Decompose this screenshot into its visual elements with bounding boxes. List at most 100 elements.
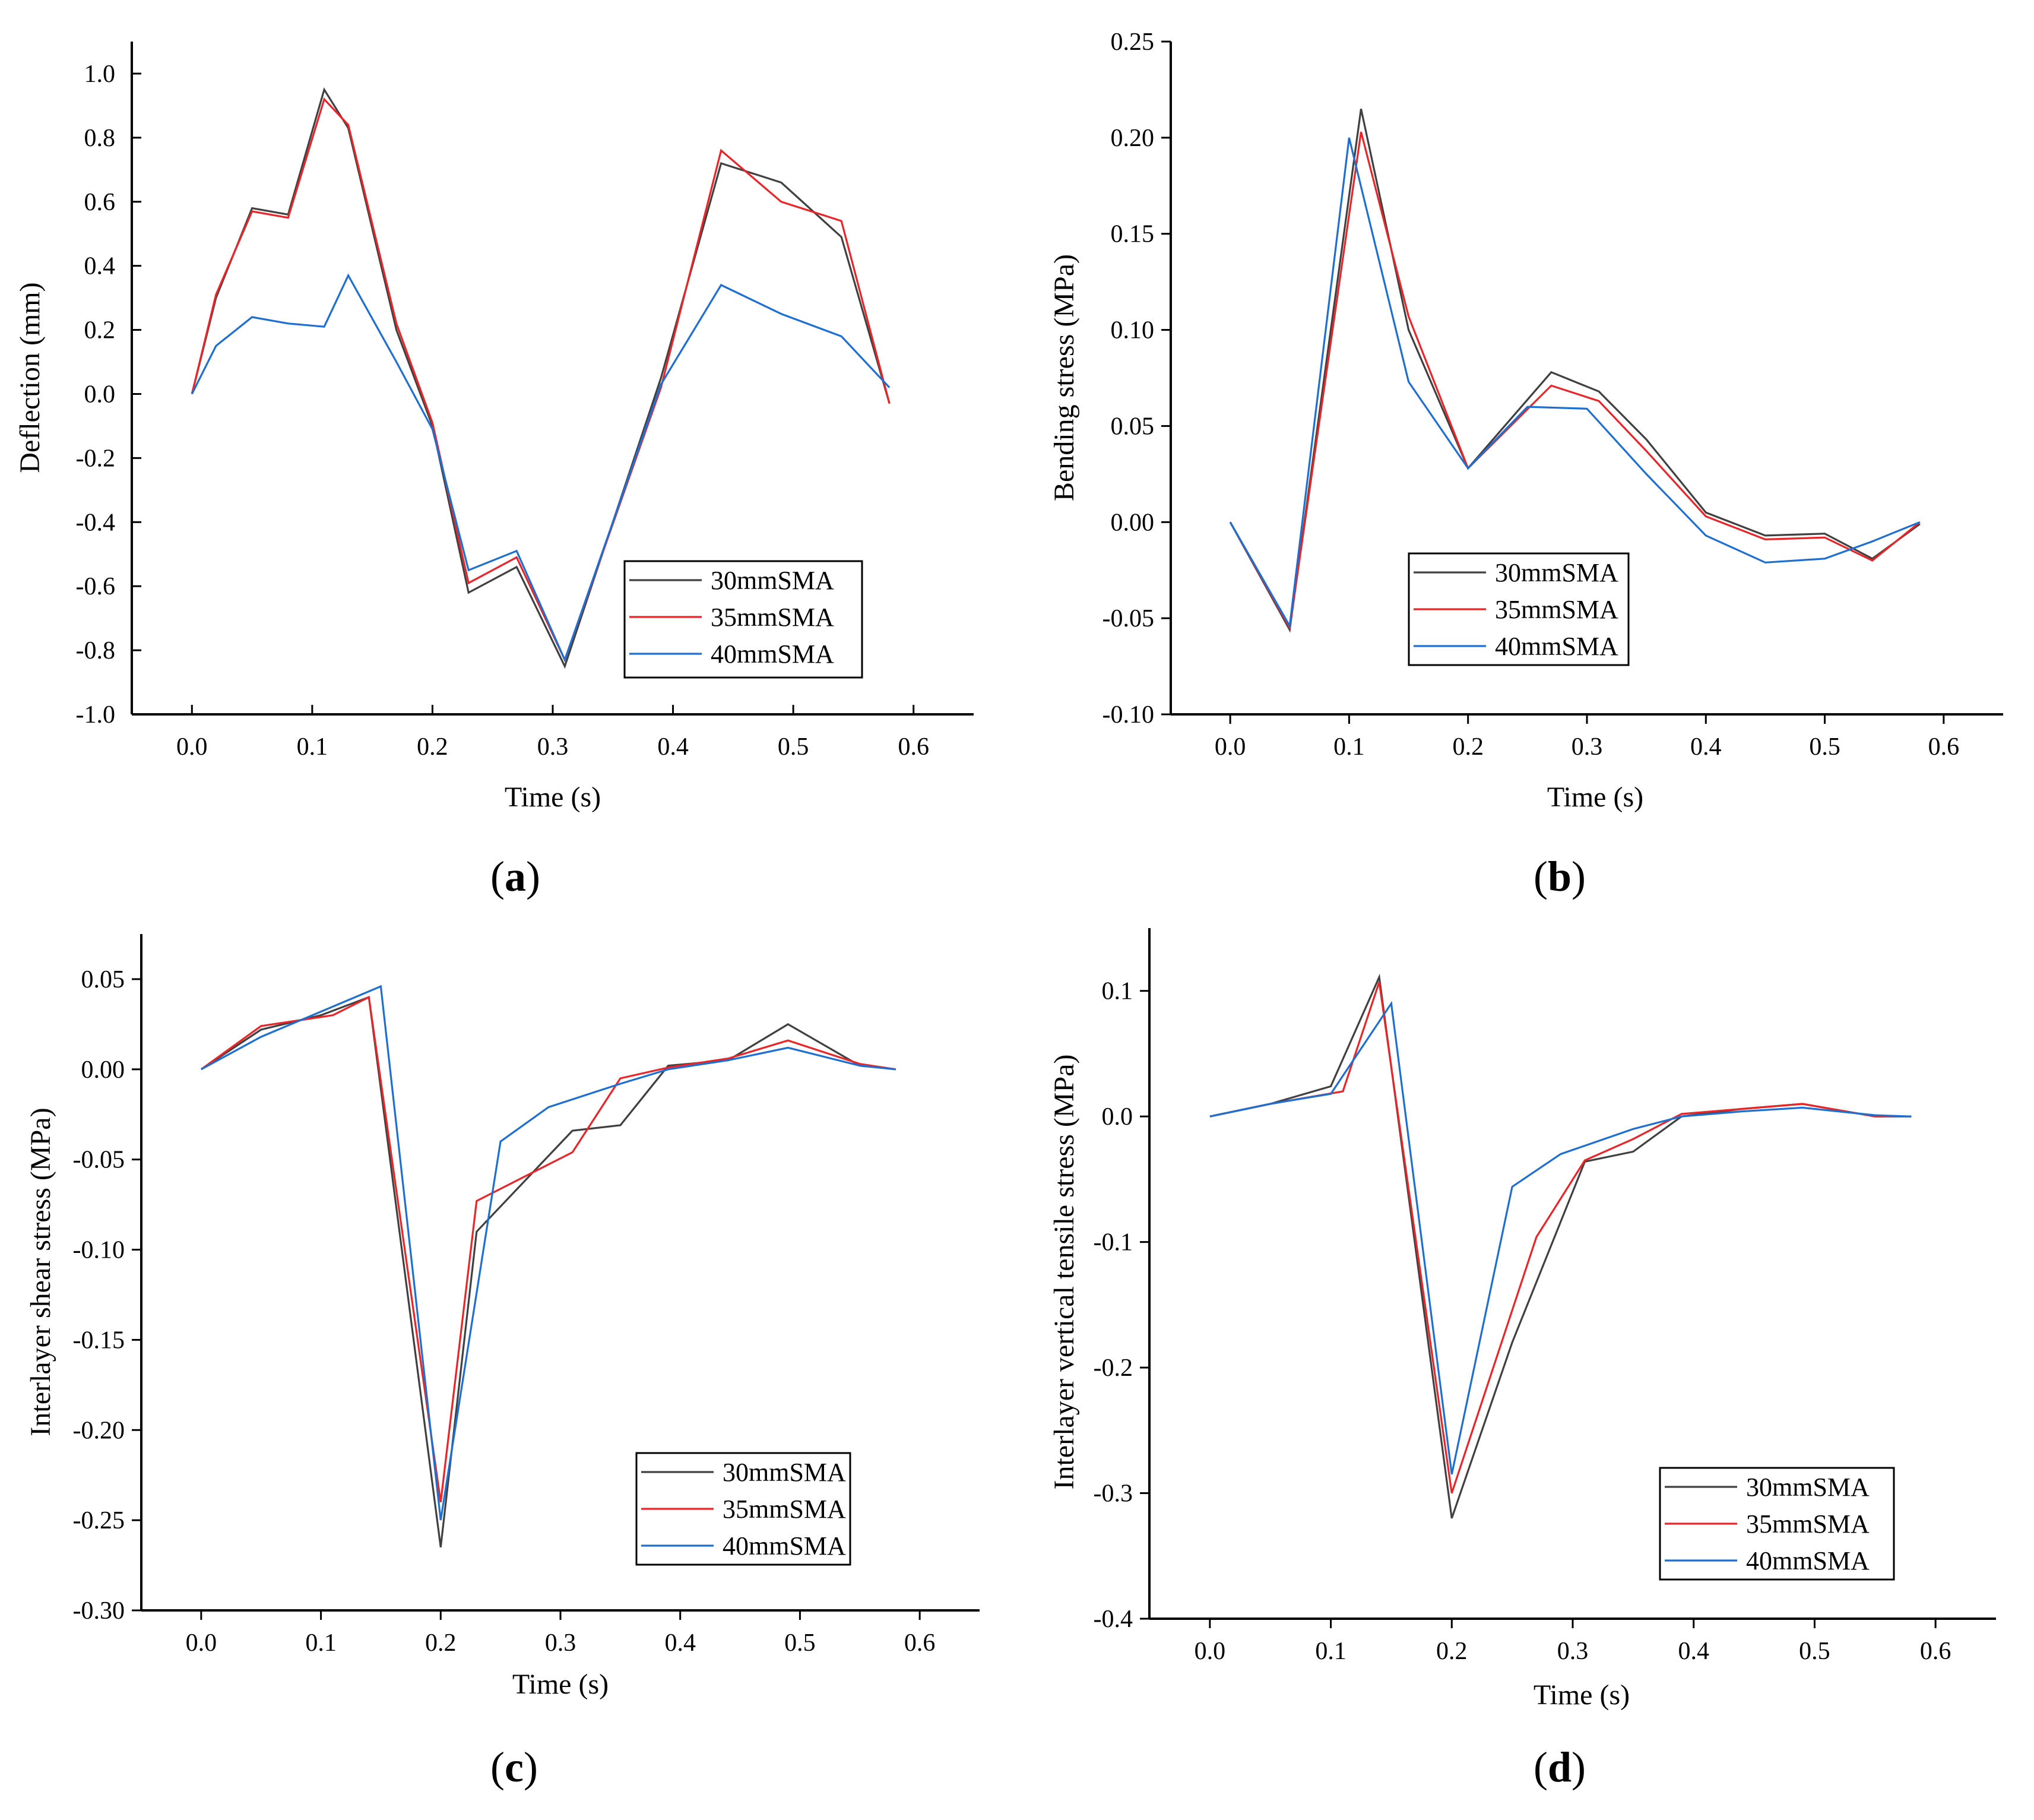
x-tick-label: 0.0 (176, 733, 208, 761)
x-tick-label: 0.6 (1920, 1638, 1951, 1665)
x-tick-label: 0.2 (1452, 733, 1484, 761)
x-tick-label: 0.6 (898, 733, 929, 761)
x-tick-label: 0.0 (1195, 1638, 1226, 1665)
x-tick-label: 0.1 (1315, 1638, 1347, 1665)
x-axis-title: Time (s) (512, 1669, 609, 1700)
y-tick-label: -0.2 (1094, 1354, 1133, 1382)
panel-label: (b) (1534, 853, 1586, 900)
x-tick-label: 0.3 (545, 1629, 576, 1657)
x-tick-label: 0.2 (1436, 1638, 1468, 1665)
series-line-40mmSMA (201, 985, 896, 1521)
x-axis-title: Time (s) (1547, 781, 1643, 813)
x-tick-label: 0.6 (1928, 733, 1960, 761)
x-tick-label: 0.4 (664, 1629, 696, 1657)
y-tick-label: -0.4 (76, 509, 116, 536)
x-tick-label: 0.5 (778, 733, 809, 761)
chart-panel-c: 0.0 0.1 0.2 0.3 0.4 0.5 0.6 -0.30 -0.25 -0.20 -0.1… (25, 934, 980, 1791)
x-tick-label: 0.3 (537, 733, 569, 761)
y-tick-label: -0.1 (1094, 1229, 1133, 1256)
legend-entry: 30mmSMA (1746, 1473, 1870, 1502)
y-tick-label: 0.6 (84, 189, 116, 216)
x-tick-label: 0.5 (1799, 1638, 1830, 1665)
x-tick-label: 0.4 (657, 733, 689, 761)
x-axis-title: Time (s) (1534, 1679, 1630, 1711)
legend-entry: 40mmSMA (1495, 632, 1618, 661)
x-axis-title: Time (s) (505, 781, 601, 813)
x-tick-label: 0.5 (784, 1629, 816, 1657)
y-tick-label: 0.20 (1111, 125, 1155, 152)
y-tick-label: 0.0 (84, 381, 116, 408)
y-axis-title: Interlayer vertical tensile stress (MPa) (1048, 1054, 1080, 1489)
x-tick-label: 0.2 (417, 733, 448, 761)
legend-entry: 35mmSMA (1495, 595, 1618, 624)
y-tick-label: -0.8 (76, 637, 116, 664)
y-tick-label: 0.00 (81, 1056, 125, 1084)
legend-entry: 35mmSMA (1746, 1509, 1870, 1539)
y-tick-label: -0.15 (73, 1327, 125, 1354)
y-tick-label: 0.10 (1111, 317, 1155, 344)
series-line-30mmSMA (201, 996, 896, 1547)
chart-panel-d: 0.0 0.1 0.2 0.3 0.4 0.5 0.6 -0.4 -0.3 -0.2 -0.1 0.0… (1048, 928, 1996, 1791)
legend-entry: 30mmSMA (711, 566, 834, 595)
chart-panel-a: 0.0 0.1 0.2 0.3 0.4 0.5 0.6 -1.0 -0.8 -0.6 -0.4 -0.… (14, 42, 974, 900)
y-tick-label: -1.0 (76, 701, 116, 729)
x-tick-label: 0.1 (305, 1629, 337, 1657)
y-tick-label: -0.30 (73, 1597, 125, 1625)
y-tick-label: 0.25 (1111, 29, 1155, 56)
series-line-40mmSMA (1229, 137, 1921, 629)
x-tick-label: 0.3 (1557, 1638, 1589, 1665)
x-tick-label: 0.6 (904, 1629, 936, 1657)
y-axis-title: Interlayer shear stress (MPa) (25, 1107, 56, 1436)
y-tick-label: -0.05 (73, 1147, 125, 1174)
y-tick-label: 0.1 (1102, 978, 1133, 1005)
x-tick-label: 0.4 (1678, 1638, 1709, 1665)
y-tick-label: -0.3 (1094, 1480, 1133, 1508)
series-line-40mmSMA (191, 273, 891, 663)
y-axis-title: Deflection (mm) (14, 282, 46, 473)
y-tick-label: 0.0 (1102, 1103, 1133, 1131)
y-tick-label: 0.2 (84, 317, 116, 344)
y-tick-label: -0.05 (1102, 605, 1155, 632)
legend-entry: 40mmSMA (711, 640, 834, 669)
y-axis-title: Bending stress (MPa) (1048, 254, 1080, 501)
legend-entry: 40mmSMA (1746, 1546, 1870, 1575)
x-tick-label: 0.1 (1333, 733, 1365, 761)
y-tick-label: 0.05 (81, 966, 125, 993)
legend-entry: 35mmSMA (723, 1495, 846, 1524)
panel-label: (d) (1534, 1743, 1586, 1791)
y-tick-label: -0.10 (73, 1237, 125, 1264)
y-tick-label: 0.8 (84, 125, 116, 152)
y-tick-label: -0.20 (73, 1417, 125, 1444)
x-tick-label: 0.0 (186, 1629, 217, 1657)
y-tick-label: 0.4 (84, 253, 116, 280)
series-line-35mmSMA (1229, 131, 1921, 631)
x-tick-label: 0.5 (1809, 733, 1840, 761)
series-line-40mmSMA (1209, 1001, 1912, 1475)
x-tick-label: 0.0 (1215, 733, 1246, 761)
y-tick-label: 0.05 (1111, 413, 1155, 440)
y-tick-label: 0.00 (1111, 509, 1155, 536)
series-line-30mmSMA (191, 87, 891, 669)
panel-label: (c) (490, 1743, 538, 1791)
series-line-35mmSMA (1209, 982, 1912, 1494)
y-tick-label: -0.25 (73, 1507, 125, 1534)
legend-entry: 30mmSMA (1495, 558, 1618, 587)
series-line-30mmSMA (1229, 108, 1921, 633)
legend-entry: 40mmSMA (723, 1531, 846, 1561)
y-tick-label: 0.15 (1111, 221, 1155, 248)
series-line-35mmSMA (200, 995, 896, 1503)
y-tick-label: 1.0 (84, 61, 116, 88)
x-tick-label: 0.1 (297, 733, 328, 761)
legend-entry: 30mmSMA (723, 1458, 846, 1487)
panel-label: (a) (490, 853, 540, 900)
y-tick-label: -0.4 (1094, 1606, 1133, 1633)
y-tick-label: -0.10 (1102, 701, 1155, 729)
x-tick-label: 0.4 (1690, 733, 1722, 761)
y-tick-label: -0.2 (76, 445, 116, 472)
chart-panel-b: 0.0 0.1 0.2 0.3 0.4 0.5 0.6 -0.10 -0.05 0.00 0.05 0… (1048, 29, 2003, 900)
x-tick-label: 0.3 (1572, 733, 1603, 761)
x-tick-label: 0.2 (425, 1629, 457, 1657)
y-tick-label: -0.6 (76, 573, 116, 600)
legend-entry: 35mmSMA (711, 603, 834, 632)
